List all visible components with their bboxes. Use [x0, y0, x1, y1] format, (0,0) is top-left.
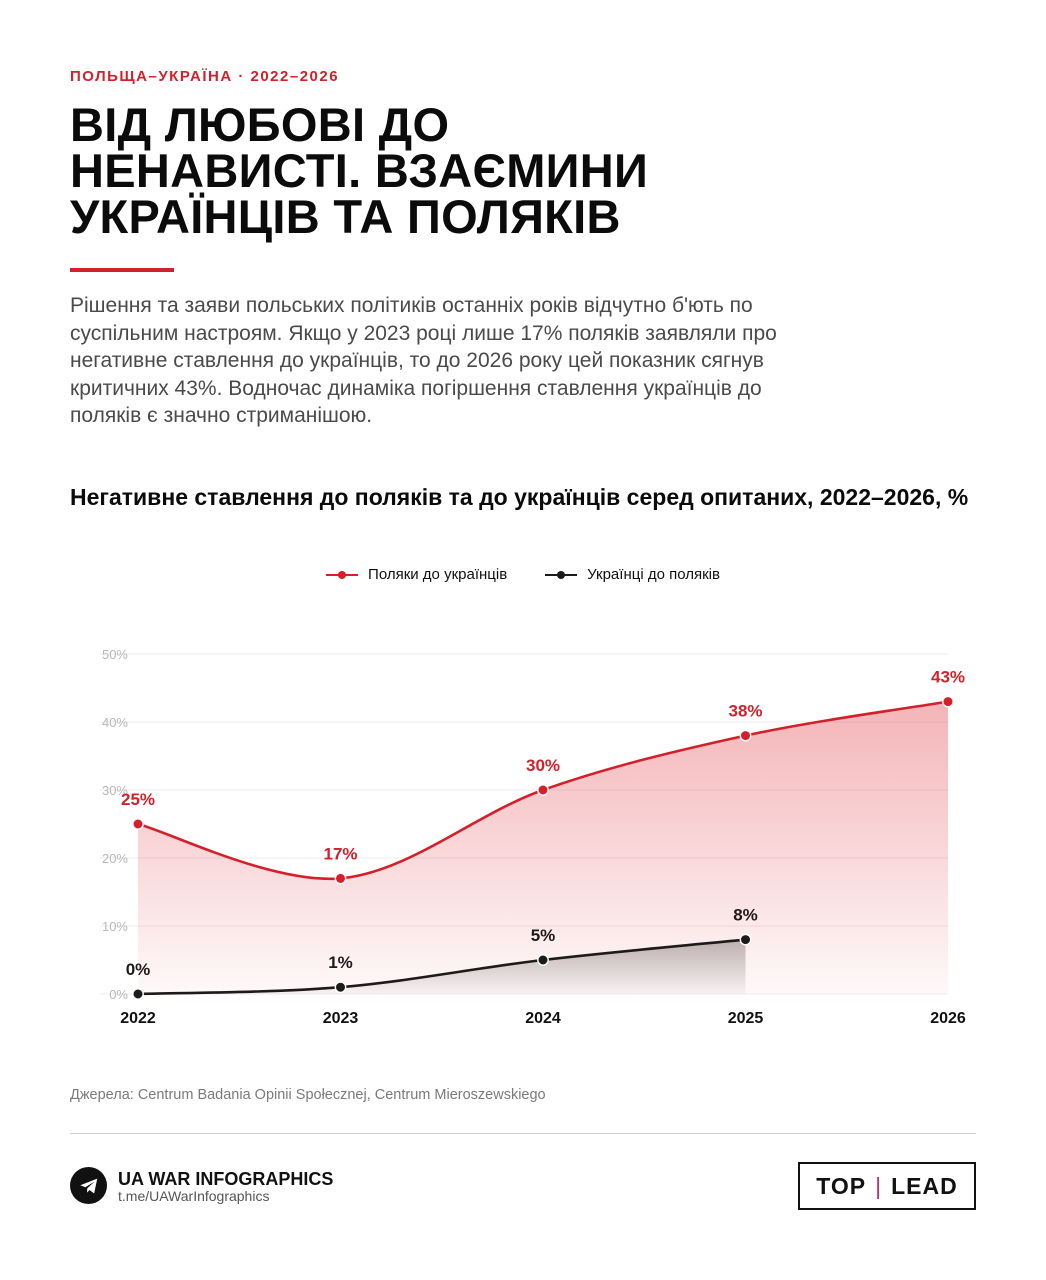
y-tick-label: 30%	[102, 783, 128, 798]
legend-item-ukrainians: Українці до поляків	[545, 566, 720, 583]
legend-swatch-dark	[545, 569, 578, 581]
partner-logo: TOP | LEAD	[798, 1162, 976, 1210]
data-point	[537, 954, 549, 966]
y-tick-label: 0%	[109, 987, 128, 1002]
data-point	[739, 933, 752, 946]
paper-plane-icon	[79, 1178, 97, 1194]
data-point	[334, 981, 347, 994]
x-tick-label: 2022	[120, 1010, 156, 1027]
data-point	[132, 988, 144, 1000]
brand-link[interactable]: t.me/UAWarInfographics	[118, 1188, 270, 1204]
footer-divider	[70, 1133, 976, 1134]
y-tick-label: 10%	[102, 919, 128, 934]
lead-paragraph: Рішення та заяви польських політиків ост…	[70, 294, 777, 427]
title-line: УКРАЇНЦІВ ТА ПОЛЯКІВ	[70, 190, 621, 243]
x-tick-label: 2026	[930, 1010, 966, 1027]
data-point	[739, 729, 752, 742]
kicker: ПОЛЬЩА–УКРАЇНА · 2022–2026	[70, 68, 340, 85]
chart-title: Негативне ставлення до поляків та до укр…	[70, 484, 969, 510]
data-label: 5%	[531, 926, 556, 945]
y-tick-label: 20%	[102, 851, 128, 866]
y-tick-label: 50%	[102, 647, 128, 662]
data-label: 1%	[328, 953, 353, 972]
area-fill-poles	[138, 701, 948, 994]
title-line: ВІД ЛЮБОВІ ДО	[70, 98, 450, 151]
series-line-ukrainians	[136, 938, 747, 996]
source-note: Джерела: Centrum Badania Opinii Społeczn…	[70, 1087, 546, 1103]
data-label: 30%	[526, 756, 560, 775]
partner-logo-separator: |	[875, 1172, 883, 1199]
title-line: НЕНАВИСТІ. ВЗАЄМИНИ	[70, 144, 649, 197]
legend-item-poles: Поляки до українців	[326, 566, 507, 583]
legend-label: Поляки до українців	[368, 566, 508, 583]
y-tick-label: 40%	[102, 715, 128, 730]
chart-labels: 2022 2023 2024 2025 2026 25% 17% 30% 38% 43% 0% 1% 5…	[120, 668, 966, 1027]
data-label: 17%	[323, 844, 357, 863]
legend-label: Українці до поляків	[587, 566, 720, 583]
chart-areas	[138, 701, 948, 994]
data-point	[334, 872, 347, 885]
data-point	[942, 695, 954, 708]
data-point	[132, 818, 144, 830]
data-label: 8%	[733, 906, 758, 925]
chart-points	[132, 695, 954, 1000]
partner-logo-left: TOP	[816, 1172, 867, 1199]
chart-legend: Поляки до українців Українці до поляків	[0, 566, 1046, 583]
area-fill-ukrainians	[138, 939, 746, 994]
page-title: ВІД ЛЮБОВІ ДО НЕНАВИСТІ. ВЗАЄМИНИ УКРАЇН…	[70, 98, 970, 243]
x-tick-label: 2025	[728, 1010, 764, 1027]
line-area-chart: 0% 10% 20% 30% 40% 50% 2022 2023 2024 2025 2026 25…	[100, 647, 966, 1027]
x-tick-label: 2023	[323, 1010, 359, 1027]
x-tick-label: 2024	[525, 1010, 561, 1027]
data-point	[537, 784, 549, 796]
data-label: 0%	[126, 960, 151, 979]
data-label: 38%	[728, 702, 762, 721]
telegram-icon[interactable]	[70, 1167, 107, 1204]
brand-name: UA WAR INFOGRAPHICS	[118, 1169, 334, 1189]
legend-swatch-red	[326, 569, 359, 581]
data-label: 25%	[121, 790, 155, 809]
data-label: 43%	[931, 668, 965, 687]
partner-logo-right: LEAD	[891, 1172, 958, 1199]
accent-rule	[70, 268, 174, 272]
